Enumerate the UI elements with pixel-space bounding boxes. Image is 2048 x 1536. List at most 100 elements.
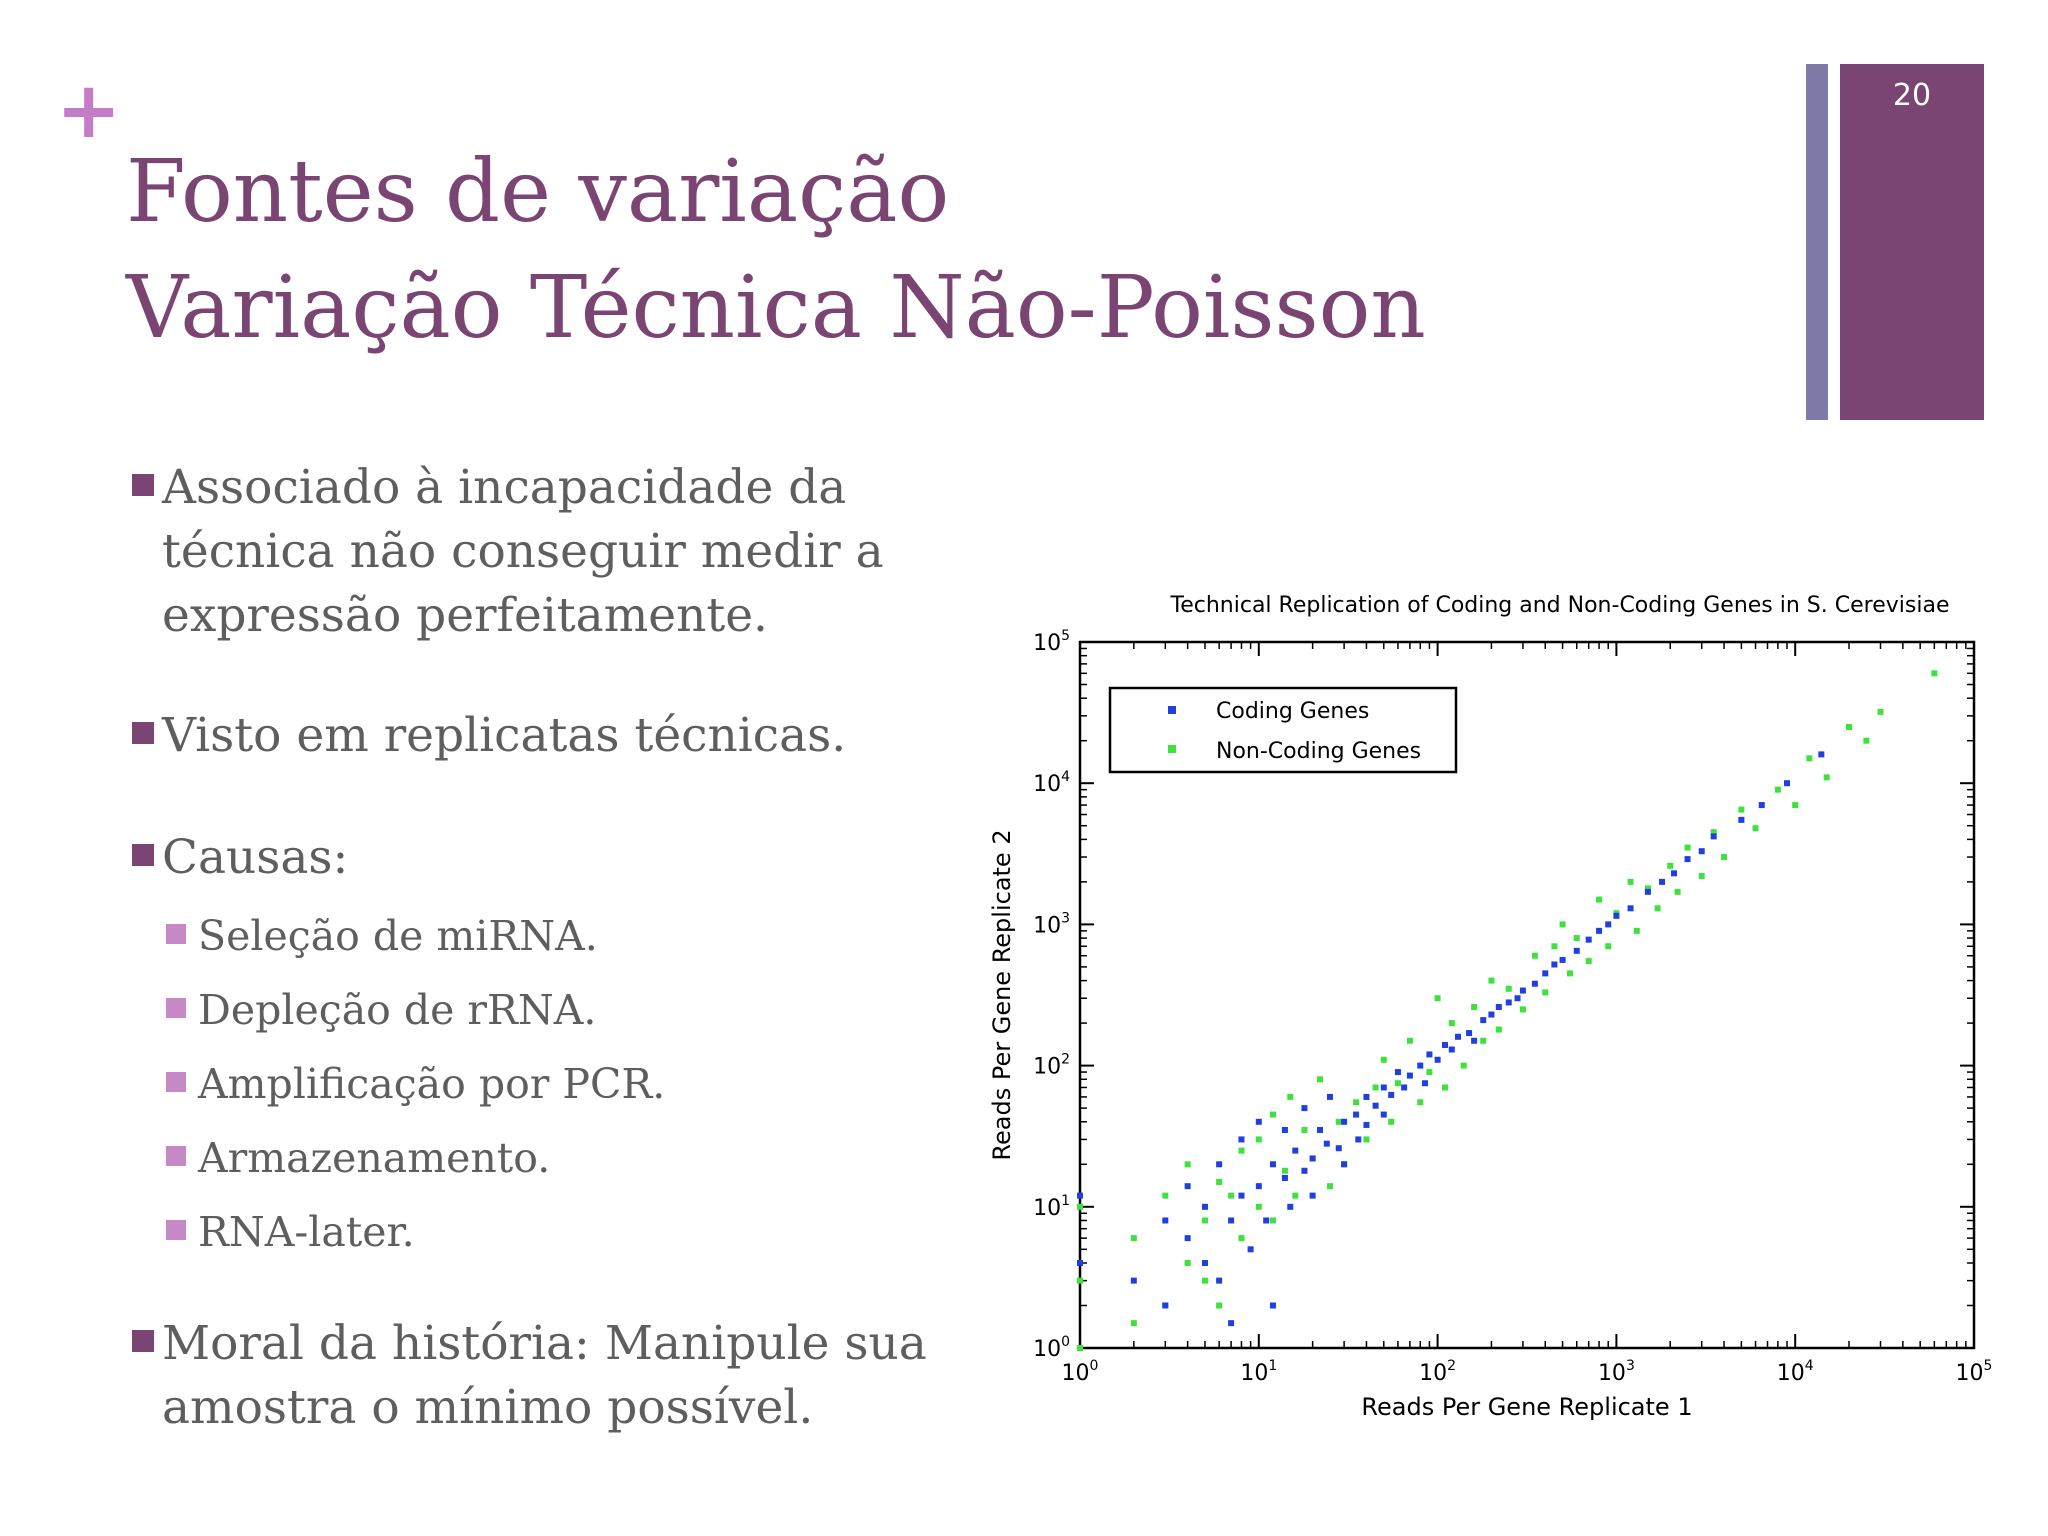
noncoding-point	[1201, 1277, 1208, 1284]
plot-frame	[1078, 640, 1976, 1350]
coding-point	[1130, 1277, 1137, 1284]
noncoding-point	[1627, 878, 1634, 885]
y-tick-label: 100	[1033, 1334, 1070, 1362]
bullet-square-icon	[132, 722, 154, 744]
coding-point	[1698, 848, 1705, 855]
noncoding-point	[1792, 802, 1799, 809]
coding-point	[1380, 1084, 1387, 1091]
coding-point	[1605, 921, 1612, 928]
coding-point	[1238, 1136, 1245, 1143]
x-axis: 100 101 102 103 104 105	[1062, 642, 1993, 1386]
coding-point	[1247, 1246, 1254, 1253]
coding-point	[1355, 1136, 1362, 1143]
noncoding-point	[1596, 896, 1603, 903]
coding-point	[1263, 1217, 1270, 1224]
noncoding-point	[1684, 844, 1691, 851]
coding-point	[1309, 1192, 1316, 1199]
coding-point	[1434, 1056, 1441, 1063]
sub-bullet-text: Seleção de miRNA.	[198, 912, 598, 960]
coding-point	[1613, 912, 1620, 919]
noncoding-point	[1877, 708, 1884, 715]
coding-point	[1281, 1126, 1288, 1133]
noncoding-point	[1633, 927, 1640, 934]
noncoding-point	[1806, 755, 1813, 762]
noncoding-point	[1255, 1203, 1262, 1210]
y-tick-label: 104	[1033, 769, 1070, 797]
coding-point	[1292, 1147, 1299, 1154]
noncoding-point	[1228, 1192, 1235, 1199]
slide-number: 20	[1892, 78, 1932, 113]
noncoding-point	[1238, 1147, 1245, 1154]
bullet-square-icon	[132, 844, 154, 866]
noncoding-point	[1531, 952, 1538, 959]
noncoding-point	[1292, 1192, 1299, 1199]
noncoding-point	[1162, 1192, 1169, 1199]
y-axis-label: Reads Per Gene Replicate 2	[988, 829, 1016, 1160]
title-line-2: Variação Técnica Não-Poisson	[126, 258, 1426, 358]
noncoding-point	[1644, 885, 1651, 892]
coding-point	[1228, 1217, 1235, 1224]
coding-point	[1426, 1051, 1433, 1058]
legend-box	[1108, 686, 1458, 774]
noncoding-point	[1269, 1217, 1276, 1224]
coding-point	[1448, 1046, 1455, 1053]
bullet-text: Associado à incapacidade da técnica não …	[162, 460, 884, 643]
coding-point	[1573, 947, 1580, 954]
bullet-text: Moral da história: Manipule sua amostra …	[162, 1316, 927, 1435]
legend-label-noncoding: Non-Coding Genes	[1216, 739, 1421, 764]
noncoding-point	[1317, 1076, 1324, 1083]
sub-bullet-text: Amplificação por PCR.	[198, 1060, 666, 1108]
coding-point	[1201, 1259, 1208, 1266]
coding-point	[1519, 987, 1526, 994]
coding-point	[1442, 1041, 1449, 1048]
noncoding-point	[1077, 1277, 1083, 1284]
x-tick-label: 101	[1240, 1358, 1277, 1386]
coding-point	[1269, 1302, 1276, 1309]
bullet-item: Moral da história: Manipule sua amostra …	[128, 1312, 948, 1440]
coding-point	[1255, 1118, 1262, 1125]
sub-bullet-text: Depleção de rRNA.	[198, 986, 597, 1034]
x-tick-label: 105	[1956, 1358, 1993, 1386]
coding-point	[1216, 1277, 1223, 1284]
coding-point	[1201, 1203, 1208, 1210]
sub-bullet-square-icon	[166, 1146, 186, 1166]
noncoding-point	[1471, 1004, 1478, 1011]
coding-point	[1269, 1161, 1276, 1168]
bullet-square-icon	[132, 1330, 154, 1352]
sub-bullet-square-icon	[166, 1220, 186, 1240]
noncoding-point	[1863, 737, 1870, 744]
noncoding-point	[1130, 1320, 1137, 1327]
coding-point	[1417, 1062, 1424, 1069]
noncoding-point	[1738, 806, 1745, 813]
coding-point	[1454, 1033, 1461, 1040]
noncoding-point	[1448, 1020, 1455, 1027]
coding-point	[1471, 1037, 1478, 1044]
bullet-text: Causas:	[162, 830, 349, 885]
sub-bullet-square-icon	[166, 1072, 186, 1092]
noncoding-point	[1752, 825, 1759, 832]
slide-title: Fontes de variação Variação Técnica Não-…	[126, 134, 1426, 366]
noncoding-point	[1287, 1093, 1294, 1100]
bullet-square-icon	[132, 474, 154, 496]
chart-title: Technical Replication of Coding and Non-…	[1170, 593, 1950, 618]
noncoding-point	[1269, 1111, 1276, 1118]
noncoding-point	[1551, 943, 1558, 950]
coding-point	[1077, 1259, 1083, 1266]
scatter-chart: Technical Replication of Coding and Non-…	[960, 580, 2000, 1440]
noncoding-point	[1931, 670, 1938, 677]
noncoding-point	[1559, 921, 1566, 928]
noncoding-point	[1363, 1136, 1370, 1143]
noncoding-point	[1201, 1217, 1208, 1224]
noncoding-point	[1301, 1126, 1308, 1133]
coding-point	[1281, 1174, 1288, 1181]
coding-point	[1238, 1192, 1245, 1199]
coding-point	[1301, 1105, 1308, 1112]
noncoding-point	[1667, 862, 1674, 869]
sub-bullet-text: Armazenamento.	[198, 1134, 551, 1182]
coding-point	[1353, 1111, 1360, 1118]
coding-point	[1162, 1302, 1169, 1309]
coding-point	[1341, 1161, 1348, 1168]
coding-point	[1301, 1167, 1308, 1174]
coding-point	[1559, 956, 1566, 963]
